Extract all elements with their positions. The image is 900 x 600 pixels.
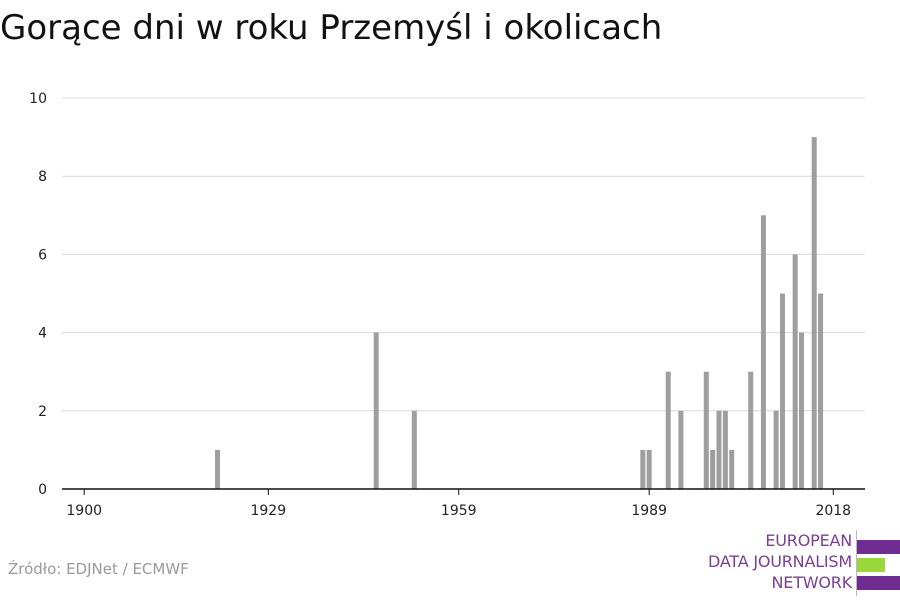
bar-1992 bbox=[665, 371, 671, 489]
x-tick-label: 1900 bbox=[66, 503, 102, 519]
bar-2010 bbox=[779, 293, 785, 489]
bar-2013 bbox=[799, 332, 805, 489]
x-tick-label: 1989 bbox=[631, 503, 667, 519]
y-tick-label: 4 bbox=[38, 326, 47, 342]
y-tick-label: 0 bbox=[38, 482, 47, 498]
bar-2005 bbox=[748, 371, 754, 489]
logo-line-2: DATA JOURNALISM bbox=[708, 552, 852, 571]
bar-2007 bbox=[760, 215, 766, 490]
bar-1921 bbox=[215, 449, 221, 489]
bar-1998 bbox=[703, 371, 709, 489]
logo-line-1: EUROPEAN bbox=[765, 531, 852, 550]
bar-1994 bbox=[678, 410, 684, 489]
grid-lines bbox=[62, 97, 865, 412]
axes: 0 2 4 6 8 10 1900 1929 1959 1989 2018 bbox=[29, 91, 865, 519]
logo-line-3: NETWORK bbox=[771, 573, 853, 592]
logo-bar-top bbox=[857, 540, 900, 554]
logo-text: EUROPEAN DATA JOURNALISM NETWORK bbox=[708, 530, 852, 593]
y-tick-label: 2 bbox=[38, 404, 47, 420]
source-note: Źródło: EDJNet / ECMWF bbox=[8, 560, 189, 578]
bar-1952 bbox=[411, 410, 417, 489]
bar-2001 bbox=[722, 410, 728, 489]
x-tick-label: 1929 bbox=[250, 503, 286, 519]
y-tick-label: 10 bbox=[29, 91, 47, 107]
bar-1989 bbox=[646, 449, 652, 489]
bars bbox=[215, 137, 824, 490]
bar-1999 bbox=[710, 449, 716, 489]
x-tick-label: 2018 bbox=[815, 503, 851, 519]
logo-divider bbox=[856, 530, 857, 596]
bar-2000 bbox=[716, 410, 722, 489]
bar-2015 bbox=[811, 137, 817, 489]
chart-title: Gorące dni w roku Przemyśl i okolicach bbox=[0, 8, 663, 48]
bar-1988 bbox=[640, 449, 646, 489]
edjnet-logo: EUROPEAN DATA JOURNALISM NETWORK bbox=[708, 530, 900, 596]
y-tick-label: 6 bbox=[38, 247, 47, 263]
logo-bar-bottom bbox=[857, 576, 900, 590]
bar-1946 bbox=[373, 332, 379, 489]
bar-2002 bbox=[729, 449, 735, 489]
bar-2016 bbox=[818, 293, 824, 489]
x-tick-label: 1959 bbox=[441, 503, 477, 519]
logo-bar-middle bbox=[857, 558, 885, 572]
y-tick-label: 8 bbox=[38, 169, 47, 185]
bar-2012 bbox=[792, 254, 798, 489]
bar-2009 bbox=[773, 410, 779, 489]
